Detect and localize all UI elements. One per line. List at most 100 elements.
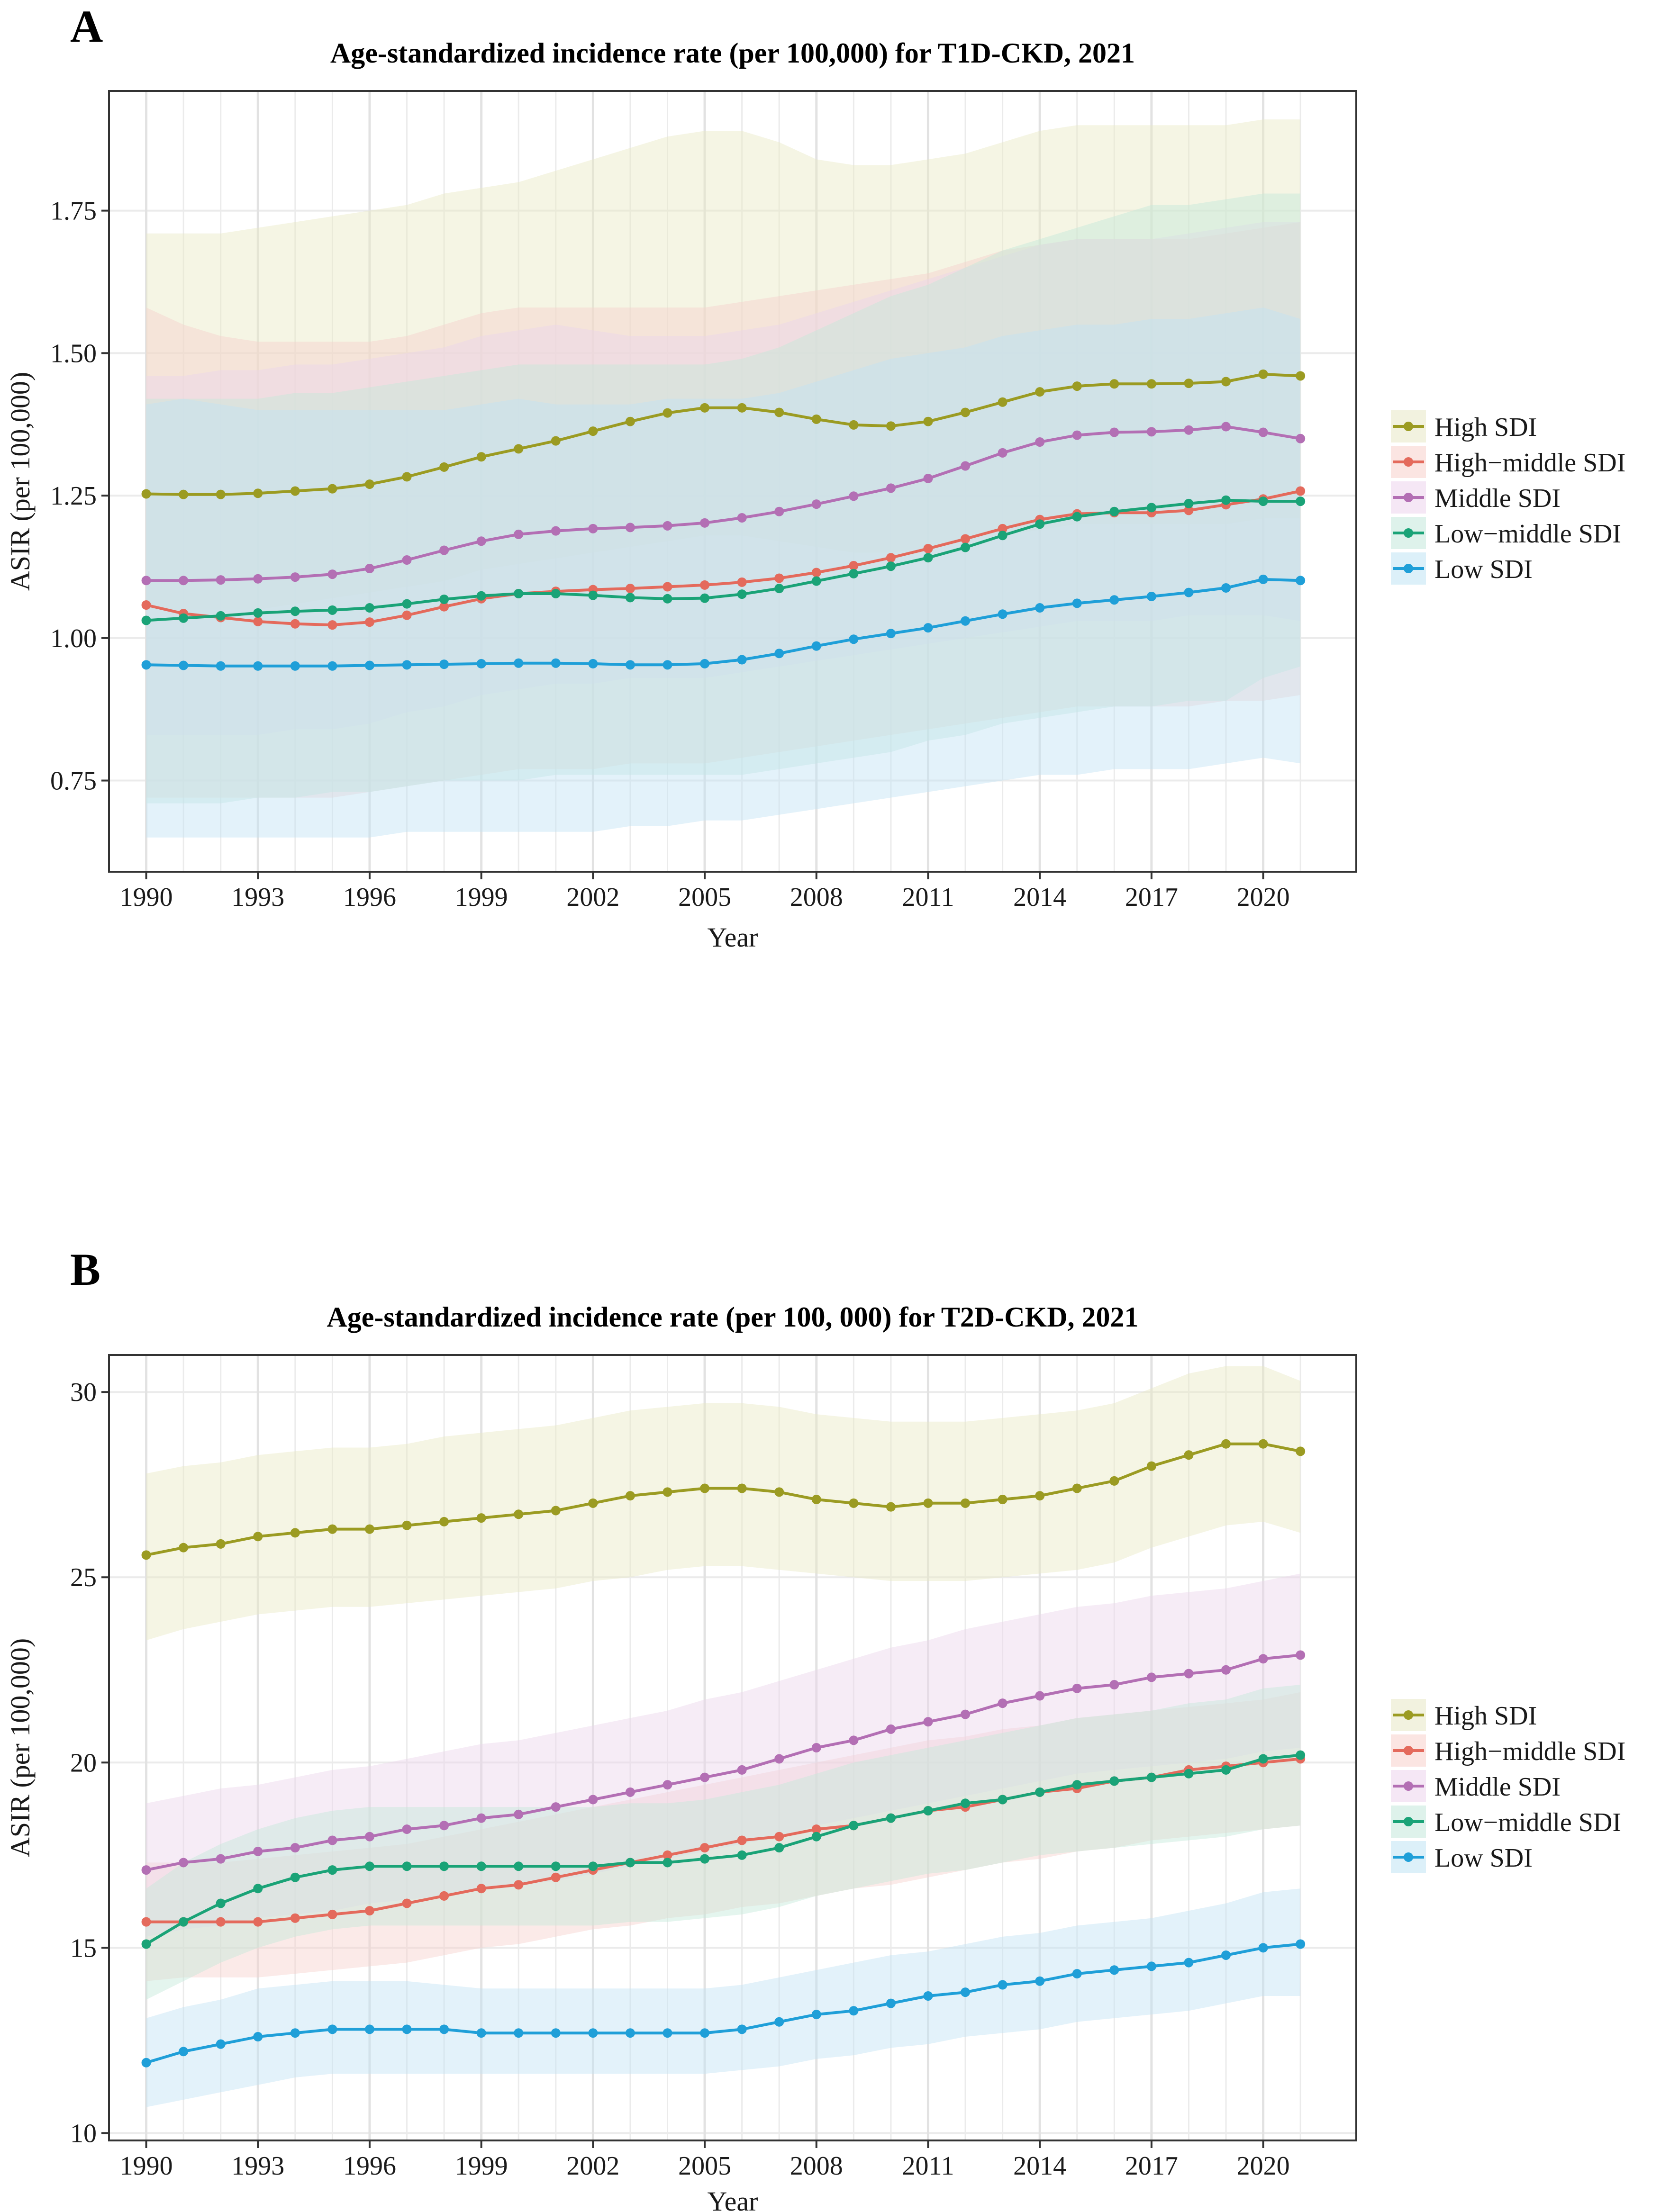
point-low-middle-sdi [179, 1917, 189, 1927]
point-high-middle-sdi [923, 543, 933, 553]
point-middle-sdi [625, 1787, 635, 1797]
point-high-sdi [700, 1483, 710, 1493]
point-middle-sdi [290, 1843, 300, 1853]
point-high-middle-sdi [402, 1898, 412, 1908]
point-middle-sdi [998, 1698, 1007, 1708]
x-tick-label: 2002 [566, 2151, 619, 2181]
point-low-sdi [514, 2028, 524, 2038]
point-high-sdi [1035, 1491, 1045, 1501]
point-middle-sdi [1258, 427, 1268, 437]
point-low-middle-sdi [1296, 497, 1306, 506]
point-middle-sdi [439, 1821, 449, 1831]
point-low-sdi [514, 658, 524, 668]
point-high-sdi [1184, 1450, 1194, 1460]
point-low-middle-sdi [663, 594, 672, 604]
point-low-sdi [1296, 1939, 1306, 1949]
point-low-sdi [1184, 587, 1194, 597]
point-low-sdi [998, 1980, 1007, 1990]
x-axis: 1990 1993 1996 1999 2002 2005 2008 2011 2014 2017… [120, 872, 1290, 912]
point-middle-sdi [551, 1802, 561, 1812]
point-low-middle-sdi [625, 593, 635, 603]
point-low-sdi [476, 659, 486, 668]
point-low-middle-sdi [327, 1865, 337, 1875]
point-high-sdi [327, 484, 337, 494]
point-low-middle-sdi [1221, 1765, 1231, 1775]
point-low-sdi [327, 2024, 337, 2034]
point-low-middle-sdi [364, 1861, 374, 1871]
y-axis-title: ASIR (per 100,000) [5, 372, 36, 591]
point-high-sdi [849, 1498, 859, 1508]
point-middle-sdi [811, 499, 821, 509]
point-low-sdi [774, 649, 784, 659]
point-high-sdi [1184, 379, 1194, 388]
series-low-middle-sdi [141, 1750, 1306, 1949]
point-low-sdi [1184, 1958, 1194, 1968]
point-high-sdi [998, 1495, 1007, 1505]
x-axis-title: Year [708, 922, 758, 953]
point-low-sdi [476, 2028, 486, 2038]
point-high-sdi [774, 407, 784, 417]
point-high-sdi [1072, 381, 1082, 391]
point-low-sdi [886, 1998, 896, 2008]
point-low-middle-sdi [1072, 512, 1082, 522]
point-low-sdi [290, 661, 300, 671]
point-low-sdi [216, 2039, 226, 2049]
point-low-middle-sdi [141, 615, 151, 625]
point-high-middle-sdi [998, 524, 1007, 533]
legend-key-point [1404, 1710, 1413, 1720]
x-tick-label: 1999 [455, 883, 508, 912]
point-middle-sdi [625, 523, 635, 533]
x-tick-label: 2020 [1237, 883, 1290, 912]
legend-key-point [1404, 564, 1413, 573]
point-low-sdi [625, 660, 635, 670]
point-low-middle-sdi [1146, 503, 1156, 513]
legend: High SDI High−middle SDI Middle SDI Low−mid… [1391, 410, 1625, 585]
point-low-middle-sdi [514, 1861, 524, 1871]
series-middle-sdi [141, 1650, 1306, 1875]
point-high-sdi [439, 1517, 449, 1526]
x-tick-label: 2017 [1125, 2151, 1178, 2181]
point-high-sdi [625, 1491, 635, 1501]
point-high-sdi [961, 407, 971, 417]
series-middle-sdi [141, 422, 1306, 586]
point-high-middle-sdi [253, 616, 263, 626]
point-high-sdi [663, 1487, 672, 1497]
point-low-middle-sdi [811, 1832, 821, 1842]
point-high-middle-sdi [141, 600, 151, 610]
point-low-sdi [663, 660, 672, 670]
point-low-sdi [700, 2028, 710, 2038]
point-low-sdi [439, 659, 449, 669]
point-high-middle-sdi [216, 1917, 226, 1927]
point-high-middle-sdi [364, 1906, 374, 1916]
point-middle-sdi [216, 575, 226, 585]
point-low-middle-sdi [849, 1821, 859, 1831]
point-low-middle-sdi [1146, 1772, 1156, 1782]
point-low-sdi [811, 641, 821, 651]
point-high-sdi [588, 426, 598, 436]
point-middle-sdi [1035, 437, 1045, 447]
point-middle-sdi [476, 1813, 486, 1823]
point-middle-sdi [253, 574, 263, 584]
point-high-middle-sdi [811, 1824, 821, 1834]
point-low-sdi [1221, 1950, 1231, 1960]
point-low-middle-sdi [663, 1858, 672, 1868]
legend-label: High−middle SDI [1434, 448, 1625, 478]
legend-label: High SDI [1434, 1701, 1537, 1731]
point-low-sdi [849, 2006, 859, 2016]
point-high-middle-sdi [849, 561, 859, 571]
point-high-middle-sdi [1296, 486, 1306, 496]
x-tick-label: 2008 [790, 883, 843, 912]
point-low-middle-sdi [1184, 498, 1194, 508]
point-low-middle-sdi [1035, 1787, 1045, 1797]
point-low-sdi [364, 660, 374, 670]
point-high-sdi [402, 472, 412, 482]
point-high-sdi [625, 416, 635, 426]
point-middle-sdi [1109, 1680, 1119, 1690]
point-high-middle-sdi [1184, 506, 1194, 515]
legend-label: Low−middle SDI [1434, 1808, 1621, 1837]
point-low-sdi [1109, 1965, 1119, 1975]
point-low-middle-sdi [923, 553, 933, 563]
x-tick-label: 1990 [120, 883, 173, 912]
point-high-sdi [1146, 379, 1156, 389]
band-middle-sdi [146, 1573, 1301, 1937]
